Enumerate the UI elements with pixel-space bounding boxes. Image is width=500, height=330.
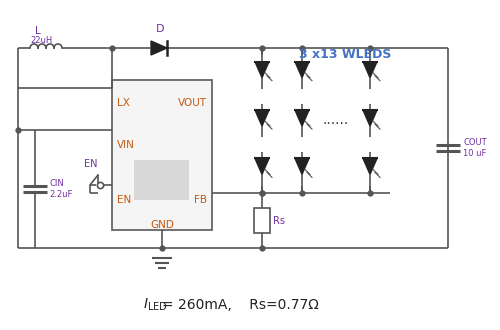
Text: VOUT: VOUT — [178, 98, 207, 108]
Text: L: L — [35, 26, 41, 36]
Polygon shape — [363, 110, 377, 126]
Text: Rs: Rs — [273, 215, 285, 225]
Bar — [134, 160, 189, 200]
Text: D: D — [156, 24, 164, 34]
Text: = 260mA,    Rs=0.77Ω: = 260mA, Rs=0.77Ω — [162, 298, 318, 312]
Text: COUT
10 uF: COUT 10 uF — [463, 138, 486, 158]
Text: VIN: VIN — [117, 140, 135, 150]
Polygon shape — [295, 110, 309, 126]
Text: 3 x13 WLEDS: 3 x13 WLEDS — [299, 48, 391, 61]
Polygon shape — [363, 158, 377, 175]
Polygon shape — [295, 62, 309, 78]
Polygon shape — [295, 158, 309, 175]
Text: CIN
2.2uF: CIN 2.2uF — [49, 179, 72, 199]
Text: GND: GND — [150, 220, 174, 230]
Text: EN: EN — [84, 159, 98, 169]
Text: ......: ...... — [323, 114, 349, 127]
Polygon shape — [255, 62, 269, 78]
Text: EN: EN — [117, 195, 131, 205]
Text: FB: FB — [194, 195, 207, 205]
Bar — [112, 80, 212, 230]
Bar — [254, 208, 270, 233]
Polygon shape — [363, 62, 377, 78]
Text: 22uH: 22uH — [31, 36, 53, 45]
Polygon shape — [255, 110, 269, 126]
Text: I$_{\mathrm{LED}}$: I$_{\mathrm{LED}}$ — [142, 297, 168, 313]
Text: LX: LX — [117, 98, 130, 108]
Polygon shape — [151, 41, 167, 55]
Polygon shape — [255, 158, 269, 175]
